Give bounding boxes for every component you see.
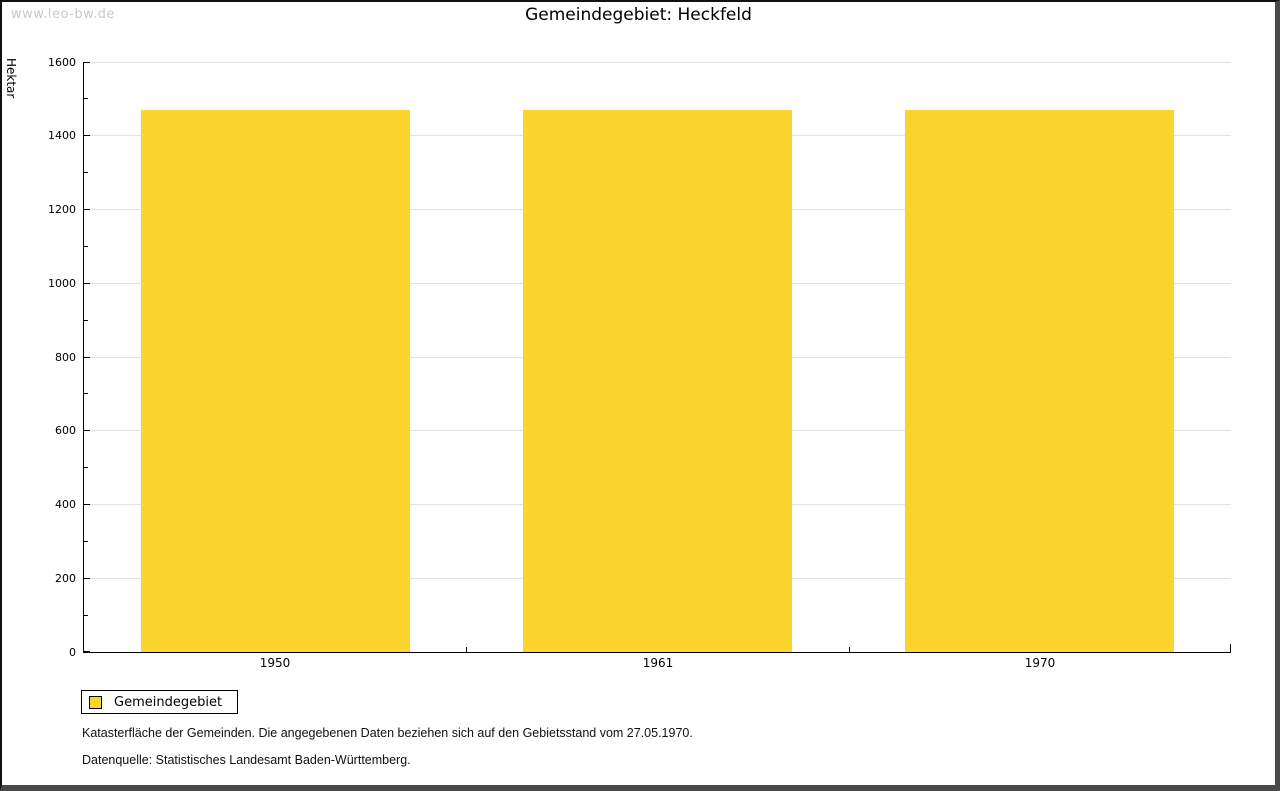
y-tick-major (84, 651, 90, 652)
x-tick-label-1961: 1961 (642, 656, 674, 670)
y-tick-minor (84, 320, 88, 321)
x-axis-end-tick (1230, 644, 1231, 652)
y-tick-minor (84, 246, 88, 247)
x-tick-label-1950: 1950 (259, 656, 291, 670)
page-title: Gemeindegebiet: Heckfeld (525, 5, 752, 25)
watermark: www.leo-bw.de (11, 7, 115, 22)
y-tick-label: 800 (55, 351, 76, 364)
bar-1970 (905, 110, 1174, 652)
y-tick-major (84, 209, 90, 210)
bar-1961 (523, 110, 792, 652)
y-tick-minor (84, 615, 88, 616)
y-tick-label: 200 (55, 572, 76, 585)
legend-label: Gemeindegebiet (114, 694, 223, 710)
y-tick-minor (84, 172, 88, 173)
y-gridline (84, 62, 1231, 63)
y-tick-label: 600 (55, 424, 76, 437)
y-tick-label: 1600 (48, 56, 76, 69)
y-tick-label: 1200 (48, 203, 76, 216)
footnote-gebietsstand: Katasterfläche der Gemeinden. Die angege… (82, 726, 693, 740)
y-tick-major (84, 357, 90, 358)
y-tick-minor (84, 467, 88, 468)
y-axis-title: Hektar (4, 58, 18, 99)
y-tick-major (84, 283, 90, 284)
y-tick-major (84, 135, 90, 136)
y-tick-major (84, 578, 90, 579)
x-tick-label-1970: 1970 (1024, 656, 1056, 670)
y-tick-label: 1400 (48, 129, 76, 142)
y-tick-minor (84, 98, 88, 99)
y-tick-major (84, 430, 90, 431)
plot-area: 0 200 400 600 800 1000 1200 1400 1600 1950 1961 197… (48, 56, 1231, 670)
y-tick-minor (84, 393, 88, 394)
y-tick-label: 0 (69, 646, 76, 659)
legend-swatch-icon (89, 695, 102, 709)
y-tick-major (84, 62, 90, 63)
x-tick-separator (849, 647, 850, 652)
y-tick-label: 1000 (48, 277, 76, 290)
y-tick-label: 400 (55, 498, 76, 511)
footnote-datenquelle: Datenquelle: Statistisches Landesamt Bad… (82, 753, 411, 767)
bar-1950 (141, 110, 410, 652)
y-tick-major (84, 504, 90, 505)
legend-box: Gemeindegebiet (81, 690, 239, 714)
y-tick-minor (84, 541, 88, 542)
x-tick-separator (466, 647, 467, 652)
